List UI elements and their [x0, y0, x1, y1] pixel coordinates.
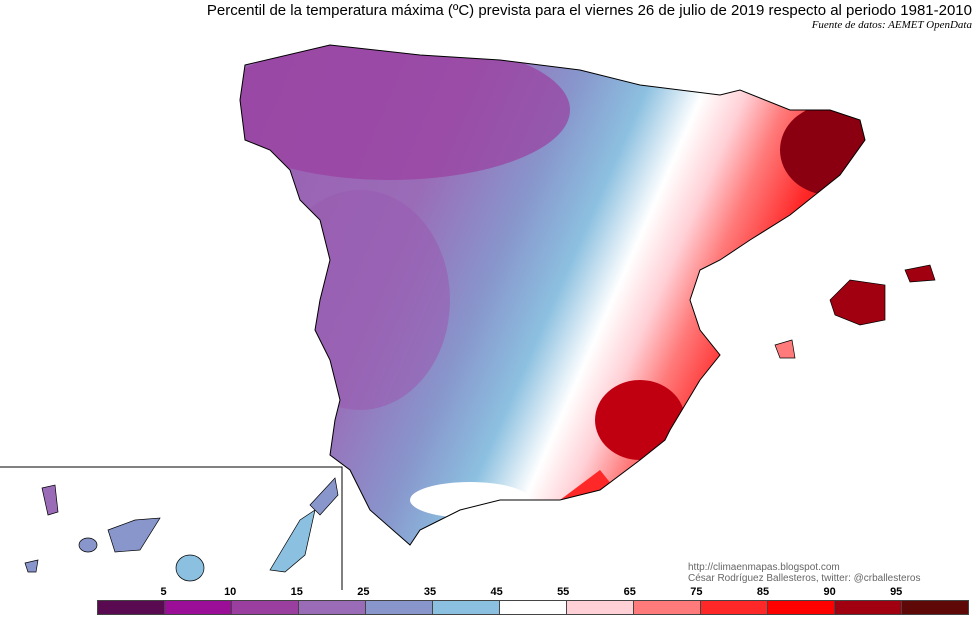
legend-ticks: 5 10 15 25 35 45 55 65 75 85 90 95: [97, 586, 963, 600]
legend-tick: 65: [623, 586, 636, 598]
legend-swatch: [902, 601, 968, 614]
legend-tick: 85: [756, 586, 770, 598]
legend-swatch: [701, 601, 768, 614]
legend-swatch: [500, 601, 567, 614]
legend-tick: 25: [357, 586, 370, 598]
legend-swatch: [299, 601, 366, 614]
legend-tick: 75: [690, 586, 703, 598]
legend-tick: 45: [490, 586, 503, 598]
balearic-islands: [774, 264, 936, 359]
legend-tick: 5: [160, 586, 167, 598]
canary-inset-frame: [0, 466, 343, 590]
legend-tick: 10: [224, 586, 237, 598]
legend-swatch: [433, 601, 500, 614]
canary-islands: [24, 477, 339, 582]
legend-swatch: [835, 601, 902, 614]
legend-tick: 15: [290, 586, 303, 598]
legend-tick: 95: [890, 586, 903, 598]
legend-tick: 55: [557, 586, 570, 598]
map-title: Percentil de la temperatura máxima (ºC) …: [206, 2, 972, 19]
legend-tick: 90: [823, 586, 836, 598]
peninsula: [240, 45, 865, 545]
legend-swatch: [232, 601, 299, 614]
color-legend: [97, 600, 969, 615]
legend-swatch: [366, 601, 433, 614]
legend-swatch: [165, 601, 232, 614]
legend-swatch: [567, 601, 634, 614]
legend-tick: 35: [423, 586, 437, 598]
legend-swatch: [768, 601, 835, 614]
legend-swatch: [98, 601, 165, 614]
author: César Rodríguez Ballesteros, twitter: @c…: [688, 573, 921, 584]
data-source: Fuente de datos: AEMET OpenData: [811, 19, 972, 31]
blog-url: http://climaenmapas.blogspot.com: [688, 562, 840, 573]
legend-swatch: [634, 601, 701, 614]
credits: http://climaenmapas.blogspot.com César R…: [688, 562, 920, 584]
